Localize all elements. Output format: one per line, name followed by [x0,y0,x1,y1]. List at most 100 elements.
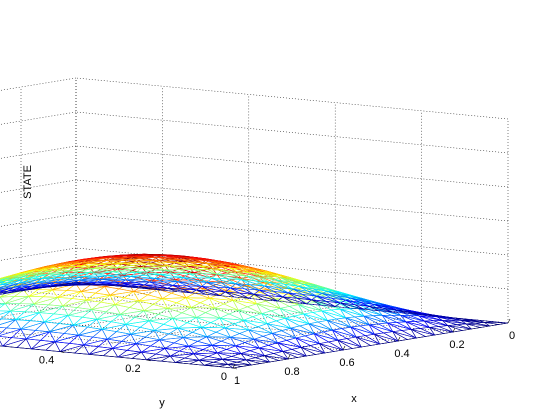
mesh-triangle [174,273,190,279]
mesh-triangle [5,319,22,330]
mesh-triangle [141,345,165,353]
mesh-triangle [353,315,370,326]
y-tick-mark [146,359,151,362]
mesh-triangle [369,306,393,313]
mesh-triangle [92,328,108,340]
mesh-triangle [186,317,203,328]
y-tick-mark [60,351,65,353]
mesh-triangle [0,340,4,347]
grid-line [75,145,509,188]
mesh-triangle [116,276,132,281]
mesh-triangle [340,302,365,310]
mesh-triangle [16,338,32,350]
mesh-triangle [0,336,13,347]
x-axis-label: x [351,393,357,405]
mesh-triangle [157,308,174,319]
x-tick-label: 0.6 [339,357,354,369]
mesh-triangle [102,324,126,332]
mesh-triangle [107,331,131,340]
mesh-triangle [28,296,44,305]
mesh-triangle [0,318,16,325]
mesh-triangle [42,289,59,298]
mesh-triangle [141,348,166,355]
x-tick-mark [507,318,511,324]
x-tick-label: 0.2 [449,339,464,351]
mesh-triangle [73,316,97,326]
mesh-triangle [269,282,294,290]
mesh-triangle [484,321,509,324]
mesh-triangle [39,331,56,343]
mesh-triangle [306,302,323,312]
mesh-triangle [330,308,347,319]
mesh-triangle [83,336,108,346]
mesh-triangle [138,298,163,305]
mesh-triangle [152,298,169,309]
x-tick-label: 0.4 [394,348,409,360]
mesh-triangle [97,338,114,349]
grid-line [0,77,77,91]
grid-line [0,289,163,318]
grid-line [75,213,509,256]
mesh-triangle [9,310,26,321]
grid-line [0,111,77,125]
mesh-triangle [190,307,207,318]
mesh-triangle [185,297,201,308]
mesh-triangle [232,300,257,308]
grid-line [75,77,509,120]
mesh-triangle [211,344,228,354]
grid-line [0,317,344,351]
grid-line [0,331,289,360]
mesh-triangle [112,343,137,351]
mesh-triangle [243,319,268,327]
mesh-triangle [246,359,270,364]
mesh-triangle [53,305,69,316]
mesh-triangle [123,291,140,302]
axis-ticks: 05010015020025030000.20.40.60.8100.20.40… [39,318,515,387]
mesh-triangle [78,329,103,338]
mesh-triangle [47,296,64,307]
mesh-triangle [162,318,179,329]
mesh-triangle [71,291,87,301]
mesh-triangle [76,299,93,310]
x-tick-label: 1 [234,375,240,387]
y-axis-label: y [159,397,165,409]
mesh-triangle [266,323,291,331]
mesh-triangle [0,310,11,315]
mesh-triangle [173,337,190,347]
mesh-triangle [91,301,116,310]
y-tick-label: 0 [221,371,227,383]
mesh-triangle [168,327,184,338]
mesh-triangle [159,337,184,344]
mesh-triangle [201,326,217,338]
mesh-triangle [5,296,29,304]
mesh-triangle [377,322,394,333]
mesh-triangle [58,314,74,326]
mesh-triangle [101,321,126,330]
mesh-triangle [102,347,119,358]
mesh-triangle [322,329,339,341]
mesh-triangle [133,288,158,296]
mesh-triangle [455,317,480,321]
mesh-triangle [253,294,278,302]
y-tick-label: 0.2 [125,363,140,375]
mesh-triangle [34,321,51,333]
mesh-triangle [135,336,160,344]
grid-line [75,179,509,222]
y-tick-label: 0.4 [39,355,54,367]
mesh-triangle [96,311,121,320]
mesh-triangle [183,353,200,361]
mesh-triangle [196,336,213,346]
mesh-triangle [167,288,192,294]
mesh-triangle [256,303,281,312]
mesh-triangle [107,333,132,342]
mesh-triangle [23,289,39,297]
mesh-triangle [251,294,275,302]
mesh-triangle [68,334,85,346]
mesh-triangle [117,350,142,358]
z-axis-label: STATE [22,165,34,199]
grid-line [0,302,399,342]
mesh-triangle [91,304,116,313]
grid-line [75,111,509,154]
mesh-triangle [28,289,53,297]
